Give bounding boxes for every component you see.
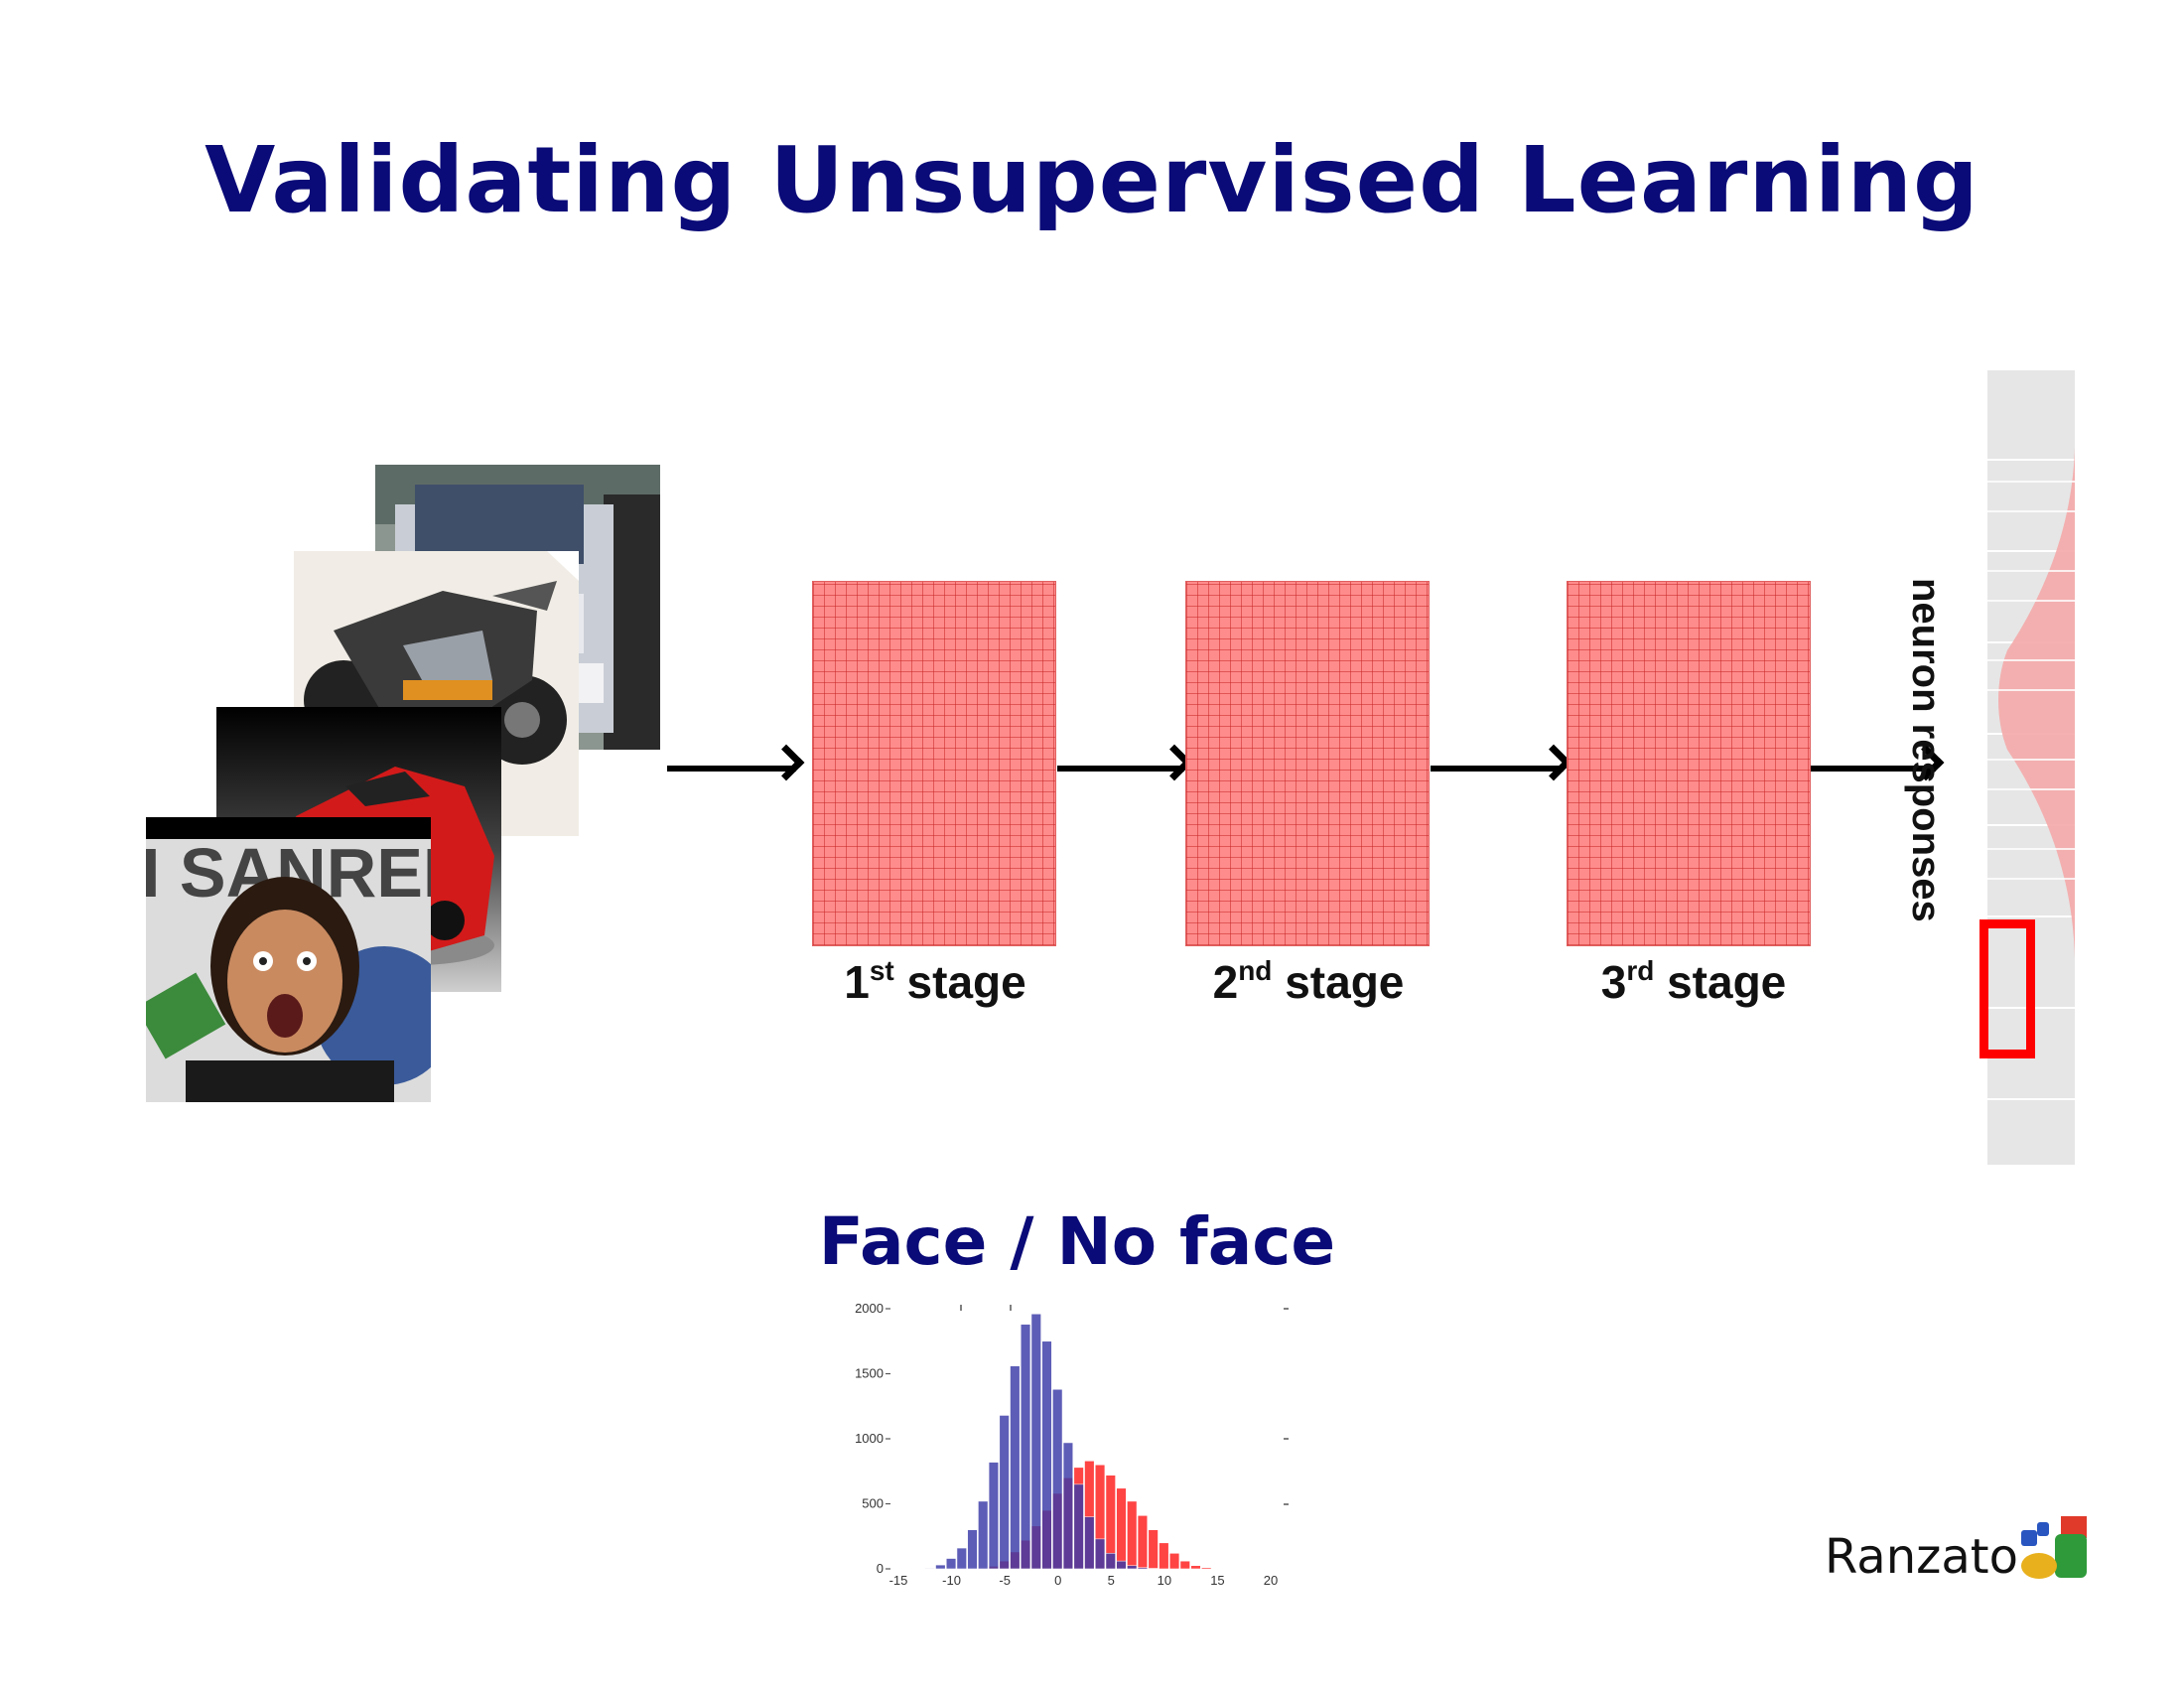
noface-bar [1041,1340,1052,1570]
noface-bar [935,1564,946,1570]
x-tick-label: 15 [1210,1573,1224,1588]
arrow-stage2-to-stage3 [1431,766,1564,772]
y-tick-label: 1000 [855,1431,884,1446]
arrow-stage1-to-stage2 [1057,766,1184,772]
noface-bar [1084,1516,1095,1570]
neuron-responses-label: neuron responses [1904,578,1948,922]
chart-heading: Face / No face [818,1203,1336,1280]
selected-neuron-highlight [1979,919,2035,1058]
y-tick-label: 0 [877,1561,884,1576]
arrow-input-to-stage1 [667,766,796,772]
face-bar [1168,1552,1180,1570]
x-tick-label: 20 [1264,1573,1278,1588]
y-tick-label: 2000 [855,1301,884,1316]
noface-bar [956,1547,967,1570]
x-tick-label: -5 [999,1573,1011,1588]
noface-bar [1030,1313,1041,1570]
noface-bar [1073,1483,1084,1570]
noface-bar [988,1462,1000,1570]
x-tick-label: 5 [1108,1573,1115,1588]
x-tick-label: 10 [1158,1573,1171,1588]
google-logo-icon [2021,1516,2087,1579]
noface-bar [1148,1568,1159,1570]
noface-bar [967,1529,978,1570]
face-bar [1148,1529,1159,1570]
stage-1-label: 1st stage [844,955,1026,1008]
noface-bar [1127,1565,1138,1570]
y-tick-label: 500 [862,1496,884,1511]
noface-bar [1020,1324,1031,1570]
stage-2-label: 2nd stage [1212,955,1405,1008]
stage-3-label: 3rd stage [1600,955,1787,1008]
noface-bar [999,1415,1010,1570]
noface-bar [1116,1560,1127,1570]
stage-1-grid [812,581,1056,946]
face-noface-histogram: 0 500 1000 1500 2000 -15 -10 -5 0 5 10 15 20 [855,1301,1289,1588]
noface-bar [1062,1442,1074,1570]
x-tick-label: -15 [889,1573,908,1588]
face-bar [1190,1565,1201,1570]
face-bar [1127,1500,1138,1570]
noface-bar [978,1500,989,1570]
arrow-stage3-to-output [1807,766,1936,772]
x-tick-label: -10 [942,1573,961,1588]
face-bar [1159,1542,1169,1570]
y-tick-label: 1500 [855,1366,884,1381]
noface-bar [1094,1538,1106,1570]
noface-bar [1010,1365,1021,1570]
noface-bar [924,1568,935,1570]
face-bar [1201,1567,1212,1570]
stage-2-grid [1185,581,1430,946]
noface-bar [1137,1567,1149,1570]
slide-title: Validating Unsupervised Learning [205,127,1979,233]
face-bar [1137,1514,1149,1570]
stage-3-grid [1567,581,1811,946]
face-bar [1116,1487,1127,1570]
noface-bar [945,1558,957,1570]
x-tick-label: 0 [1054,1573,1061,1588]
face-image: I SANREM [146,817,431,1102]
face-bar [1179,1560,1190,1570]
author-name: Ranzato [1825,1529,2018,1585]
noface-bar [1052,1388,1063,1570]
noface-bar [1105,1552,1116,1570]
